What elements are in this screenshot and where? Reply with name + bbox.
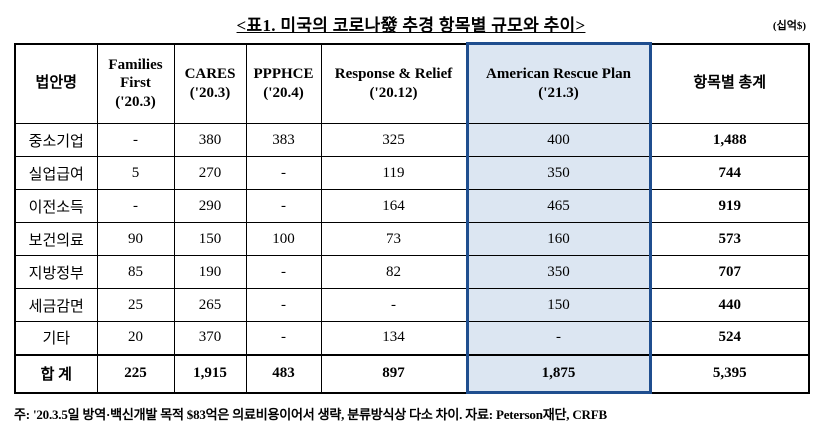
table-row: 기타 20 370-134-524 bbox=[14, 321, 810, 355]
col-header-response-relief: Response & Relief ('20.12) bbox=[320, 43, 468, 124]
data-cell: 440 bbox=[649, 288, 810, 322]
data-cell: 350 bbox=[465, 255, 652, 289]
row-label: 중소기업 bbox=[14, 123, 98, 157]
data-cell: 707 bbox=[649, 255, 810, 289]
data-cell: - bbox=[465, 321, 652, 355]
col-header-cares: CARES ('20.3) bbox=[173, 43, 247, 124]
data-cell: 1,875 bbox=[465, 353, 652, 394]
col-header-bill-name: 법안명 bbox=[14, 43, 98, 124]
data-cell: 164 bbox=[320, 189, 468, 223]
data-cell: 5,395 bbox=[649, 353, 810, 393]
document-page: <표1. 미국의 코로나發 추경 항목별 규모와 추이> (십억$) 법안명 F… bbox=[14, 8, 810, 422]
table-row: 지방정부 85 190-82 350 707 bbox=[14, 255, 810, 289]
row-label: 합 계 bbox=[14, 353, 98, 393]
data-cell: 465 bbox=[465, 189, 652, 223]
table-row: 중소기업 -380 383 325 400 1,488 bbox=[14, 123, 810, 157]
data-cell: 350 bbox=[465, 156, 652, 190]
data-cell: 85 bbox=[96, 255, 175, 289]
data-cell: 919 bbox=[649, 189, 810, 223]
data-cell: 1,488 bbox=[649, 123, 810, 157]
data-cell: - bbox=[245, 189, 322, 223]
data-cell: 82 bbox=[320, 255, 468, 289]
data-cell: 325 bbox=[320, 123, 468, 157]
data-cell: 119 bbox=[320, 156, 468, 190]
budget-table: 법안명 Families First ('20.3) CARES ('20.3)… bbox=[14, 42, 810, 394]
data-cell: 100 bbox=[245, 222, 322, 256]
table-row: 이전소득 -290-164 465 919 bbox=[14, 189, 810, 223]
row-label: 실업급여 bbox=[14, 156, 98, 190]
table-row: 보건의료 90 150 100 73 160 573 bbox=[14, 222, 810, 256]
data-cell: 150 bbox=[465, 288, 652, 322]
footnote: 주: '20.3.5일 방역·백신개발 목적 $83억은 의료비용이어서 생략,… bbox=[14, 407, 607, 422]
col-header-american-rescue-plan: American Rescue Plan ('21.3) bbox=[465, 42, 652, 124]
data-cell: 573 bbox=[649, 222, 810, 256]
data-cell: 270 bbox=[173, 156, 247, 190]
data-cell: 370 bbox=[173, 321, 247, 355]
data-cell: - bbox=[245, 156, 322, 190]
data-cell: - bbox=[320, 288, 468, 322]
data-cell: 400 bbox=[465, 123, 652, 157]
row-label: 기타 bbox=[14, 321, 98, 355]
page-title: <표1. 미국의 코로나發 추경 항목별 규모와 추이> bbox=[236, 16, 586, 35]
data-cell: 160 bbox=[465, 222, 652, 256]
data-cell: 25 bbox=[96, 288, 175, 322]
data-cell: 73 bbox=[320, 222, 468, 256]
col-header-item-total: 항목별 총계 bbox=[649, 43, 810, 124]
data-cell: - bbox=[96, 123, 175, 157]
data-cell: 90 bbox=[96, 222, 175, 256]
row-label: 지방정부 bbox=[14, 255, 98, 289]
table-header: 법안명 Families First ('20.3) CARES ('20.3)… bbox=[14, 42, 810, 124]
total-row: 합 계 225 1,915 483 897 1,875 5,395 bbox=[14, 353, 810, 394]
data-cell: 1,915 bbox=[173, 353, 247, 393]
data-cell: 265 bbox=[173, 288, 247, 322]
row-label: 이전소득 bbox=[14, 189, 98, 223]
data-cell: 290 bbox=[173, 189, 247, 223]
data-cell: 134 bbox=[320, 321, 468, 355]
data-cell: 383 bbox=[245, 123, 322, 157]
data-cell: - bbox=[245, 255, 322, 289]
data-cell: 5 bbox=[96, 156, 175, 190]
data-cell: 150 bbox=[173, 222, 247, 256]
table-body: 중소기업 -380 383 325 400 1,488 실업급여 5 270-119 350 744… bbox=[14, 123, 810, 394]
data-cell: 744 bbox=[649, 156, 810, 190]
data-cell: 190 bbox=[173, 255, 247, 289]
data-cell: 524 bbox=[649, 321, 810, 355]
col-header-ppphce: PPPHCE ('20.4) bbox=[245, 43, 322, 124]
data-cell: 225 bbox=[96, 353, 175, 393]
title-bar: <표1. 미국의 코로나發 추경 항목별 규모와 추이> (십억$) bbox=[14, 8, 808, 40]
data-cell: - bbox=[96, 189, 175, 223]
header-row: 법안명 Families First ('20.3) CARES ('20.3)… bbox=[14, 42, 810, 124]
data-cell: 897 bbox=[320, 353, 468, 393]
data-cell: 483 bbox=[245, 353, 322, 393]
row-label: 보건의료 bbox=[14, 222, 98, 256]
table-row: 실업급여 5 270-119 350 744 bbox=[14, 156, 810, 190]
unit-label: (십억$) bbox=[772, 20, 806, 32]
col-header-families-first: Families First ('20.3) bbox=[96, 43, 175, 124]
data-cell: - bbox=[245, 321, 322, 355]
data-cell: 20 bbox=[96, 321, 175, 355]
data-cell: 380 bbox=[173, 123, 247, 157]
row-label: 세금감면 bbox=[14, 288, 98, 322]
data-cell: - bbox=[245, 288, 322, 322]
table-row: 세금감면 25 265- -150 440 bbox=[14, 288, 810, 322]
